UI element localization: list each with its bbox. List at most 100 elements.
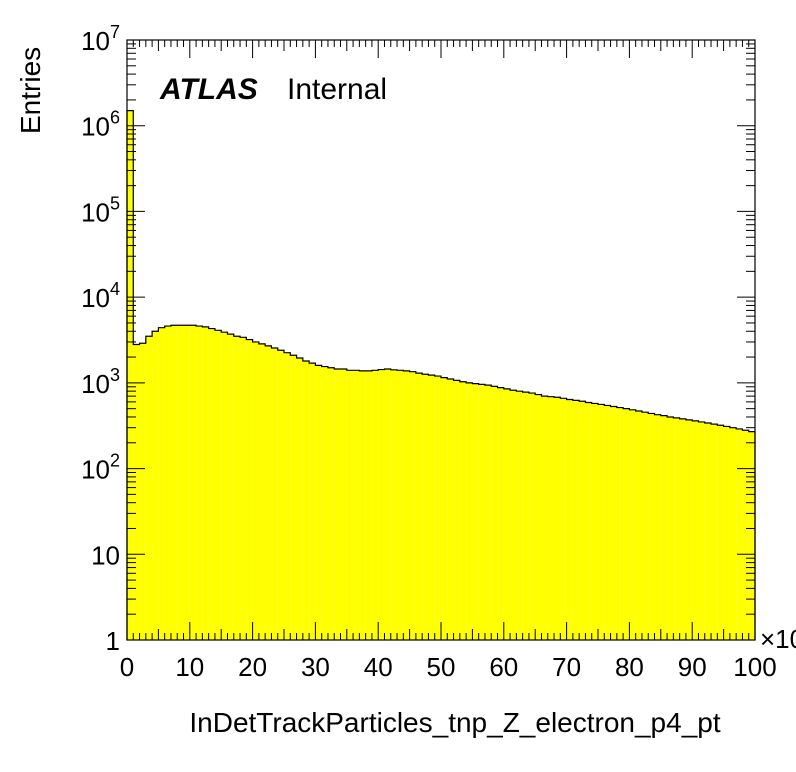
histogram-bin xyxy=(258,343,266,640)
histogram-outline xyxy=(126,110,756,640)
histogram-bin xyxy=(604,405,611,640)
histogram-bin xyxy=(667,416,674,640)
histogram-bin xyxy=(447,378,454,640)
histogram-bin xyxy=(692,420,699,640)
histogram-bin xyxy=(685,419,693,640)
histogram-bin xyxy=(478,384,485,640)
histogram-bin xyxy=(560,398,567,640)
histogram-bin xyxy=(327,367,335,640)
x-tick-label: 80 xyxy=(615,652,644,682)
histogram-bin xyxy=(271,348,278,640)
x-tick-label: 50 xyxy=(427,652,456,682)
x-tick-label: 60 xyxy=(489,652,518,682)
y-axis-title: Entries xyxy=(15,47,46,134)
histogram-bin xyxy=(547,396,555,640)
histogram-bin xyxy=(127,110,134,641)
histogram-bin xyxy=(321,366,328,640)
y-tick-label: 10 xyxy=(91,540,120,570)
histogram-bin xyxy=(208,328,215,640)
x-tick-label: 0 xyxy=(120,652,134,682)
histogram-bin xyxy=(240,337,247,640)
histogram-bin xyxy=(221,332,228,640)
histogram-bin xyxy=(572,400,580,640)
x-tick-label: 70 xyxy=(552,652,581,682)
histogram-bin xyxy=(183,325,190,640)
histogram-bin xyxy=(554,397,561,640)
y-tick-label: 103 xyxy=(81,365,120,399)
x-tick-label: 10 xyxy=(175,652,204,682)
histogram-bin xyxy=(233,336,241,640)
histogram-bin xyxy=(384,369,391,640)
histogram-line xyxy=(126,110,756,640)
histogram-bin xyxy=(679,418,686,640)
histogram-bin xyxy=(742,430,749,640)
histogram-bin xyxy=(723,426,730,640)
histogram-bin xyxy=(497,387,504,640)
histogram-bin xyxy=(673,417,680,640)
y-tick-label: 104 xyxy=(81,279,120,313)
histogram-bin xyxy=(334,369,341,640)
histogram-bin xyxy=(353,370,360,640)
histogram-fill xyxy=(127,110,755,641)
histogram-bin xyxy=(610,406,617,640)
histogram-bin xyxy=(528,393,536,640)
x-axis-title: InDetTrackParticles_tnp_Z_electron_p4_pt xyxy=(189,707,720,738)
histogram-bin xyxy=(503,388,511,640)
histogram-bin xyxy=(729,427,737,640)
histogram-bin xyxy=(648,413,655,640)
histogram-bin xyxy=(616,407,624,640)
histogram-bin xyxy=(265,345,272,640)
histogram-bin xyxy=(164,326,171,640)
histogram-bin xyxy=(704,423,712,640)
x-tick-label: 20 xyxy=(238,652,267,682)
histogram-bin xyxy=(453,380,460,640)
histogram-bin xyxy=(202,326,209,640)
x-tick-label: 40 xyxy=(364,652,393,682)
histogram-bin xyxy=(196,326,203,640)
histogram-bin xyxy=(472,383,479,640)
histogram-bin xyxy=(409,371,416,640)
histogram-bin xyxy=(641,412,649,640)
histogram-bin xyxy=(252,341,259,640)
y-tick-label: 1 xyxy=(106,626,120,656)
histogram-bin xyxy=(629,409,636,640)
histogram-bin xyxy=(145,336,153,640)
histogram-bin xyxy=(660,415,668,640)
histogram-bin xyxy=(415,373,423,640)
histogram-bin xyxy=(378,369,385,640)
atlas-label: ATLAS xyxy=(159,73,258,106)
histogram-bin xyxy=(403,370,410,640)
histogram-bin xyxy=(635,410,642,640)
histogram-bin xyxy=(227,334,234,640)
histogram-bin xyxy=(516,391,523,640)
y-tick-label: 107 xyxy=(81,22,120,56)
histogram-bin xyxy=(491,386,498,640)
histogram-bin xyxy=(585,402,592,640)
histogram-bin xyxy=(315,365,322,640)
histogram-bin xyxy=(422,374,429,640)
y-axis-tick-labels: 1 10 102 103 104 105 106 107 xyxy=(81,22,120,656)
histogram-bin xyxy=(346,370,354,640)
histogram-bin xyxy=(623,408,630,640)
histogram-bin xyxy=(484,385,492,640)
histogram-bin xyxy=(284,352,291,640)
x-tick-label: 30 xyxy=(301,652,330,682)
histogram-bin xyxy=(717,425,724,640)
histogram-bin xyxy=(591,403,598,640)
internal-label: Internal xyxy=(287,73,387,106)
histogram-bin xyxy=(133,344,140,640)
histogram-bin xyxy=(152,331,159,640)
histogram-bin xyxy=(579,401,586,640)
histogram-bin xyxy=(390,369,398,640)
histogram-bin xyxy=(654,414,661,640)
histogram-bin xyxy=(522,392,529,640)
histogram-bin xyxy=(158,327,165,640)
x-axis-multiplier: ×10³ xyxy=(760,624,796,654)
histogram-bin xyxy=(277,350,284,640)
histogram-bin xyxy=(566,399,573,640)
histogram-bin xyxy=(466,382,473,640)
y-tick-label: 105 xyxy=(81,193,120,227)
histogram-bin xyxy=(290,355,297,640)
histogram-bin xyxy=(711,424,718,640)
